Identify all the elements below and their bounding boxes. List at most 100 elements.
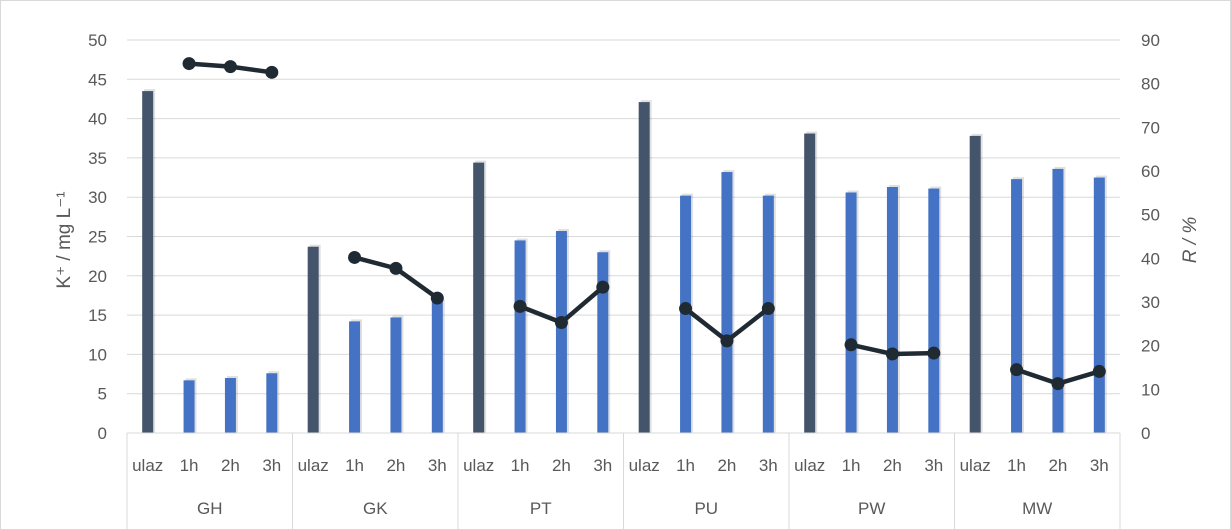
x-subcategory-label: 1h xyxy=(511,456,530,475)
line-point-gk xyxy=(389,261,403,275)
line-point-pw xyxy=(927,346,941,360)
y-right-tick-label: 10 xyxy=(1141,380,1160,399)
y-left-tick-label: 10 xyxy=(88,345,107,364)
bar-pu-ulaz xyxy=(638,102,650,434)
x-subcategory-label: 1h xyxy=(842,456,861,475)
y-axis-left-title: K⁺ / mg L⁻¹ xyxy=(54,191,75,288)
bar-pw-ulaz xyxy=(804,133,816,433)
bar-gk-1h xyxy=(349,321,361,433)
line-point-mw xyxy=(1092,364,1106,378)
line-point-gk xyxy=(430,291,444,305)
bar-mw-1h xyxy=(1011,179,1023,433)
bar-mw-2h xyxy=(1052,168,1064,434)
y-right-tick-label: 60 xyxy=(1141,162,1160,181)
bar-gk-ulaz xyxy=(307,246,319,433)
y-left-tick-label: 50 xyxy=(88,31,107,50)
line-point-mw xyxy=(1051,377,1065,391)
x-group-label: PW xyxy=(858,499,885,518)
y-left-tick-label: 0 xyxy=(98,424,107,443)
x-subcategory-label: ulaz xyxy=(463,456,494,475)
x-subcategory-label: 3h xyxy=(924,456,943,475)
y-axis-left-ticks: 0 5 10 15 20 25 30 35 40 45 50 xyxy=(88,31,107,443)
y-left-tick-label: 5 xyxy=(98,385,107,404)
bar-pt-3h xyxy=(597,252,609,433)
x-subcategory-label: 3h xyxy=(1090,456,1109,475)
bar-pu-2h xyxy=(721,172,733,433)
y-left-tick-label: 20 xyxy=(88,267,107,286)
line-point-pt xyxy=(596,280,610,294)
y-left-tick-label: 30 xyxy=(88,188,107,207)
bar-pw-3h xyxy=(928,188,940,433)
x-subcategory-label: 2h xyxy=(1048,456,1067,475)
bar-gh-3h xyxy=(266,373,278,433)
y-right-tick-label: 20 xyxy=(1141,337,1160,356)
bar-pw-2h xyxy=(886,186,898,433)
x-subcategory-label: ulaz xyxy=(298,456,329,475)
bar-gk-3h xyxy=(431,301,443,433)
x-subcategory-label: ulaz xyxy=(794,456,825,475)
x-subcategory-label: ulaz xyxy=(960,456,991,475)
y-axis-right-ticks: 0 10 20 30 40 50 60 70 80 90 xyxy=(1141,31,1160,443)
bars xyxy=(142,89,1107,434)
bar-gk-2h xyxy=(390,317,402,433)
bar-pt-1h xyxy=(514,240,526,433)
bar-mw-ulaz xyxy=(969,135,981,433)
y-right-tick-label: 90 xyxy=(1141,31,1160,50)
x-group-label: GK xyxy=(363,499,388,518)
x-subcategory-label: 3h xyxy=(262,456,281,475)
line-point-pu xyxy=(679,302,693,316)
line-point-gh xyxy=(223,60,237,74)
line-point-pw xyxy=(844,338,858,352)
bar-mw-3h xyxy=(1093,177,1105,433)
y-right-tick-label: 80 xyxy=(1141,75,1160,94)
y-right-tick-label: 70 xyxy=(1141,118,1160,137)
y-left-tick-label: 25 xyxy=(88,228,107,247)
bar-pw-1h xyxy=(845,192,857,433)
bar-gh-1h xyxy=(183,380,195,433)
x-axis: ulaz 1h 2h 3h GH ulaz 1h 2h 3h GK ulaz 1h 2h 3h PT ulaz… xyxy=(126,432,1121,530)
bar-pt-ulaz xyxy=(473,162,485,433)
x-subcategory-label: 2h xyxy=(386,456,405,475)
y-left-tick-label: 35 xyxy=(88,149,107,168)
y-left-tick-label: 40 xyxy=(88,110,107,129)
x-group-label: MW xyxy=(1022,499,1052,518)
line-point-pt xyxy=(554,316,568,330)
x-group-label: PU xyxy=(694,499,718,518)
x-group-label: PT xyxy=(530,499,552,518)
x-subcategory-label: 2h xyxy=(717,456,736,475)
x-subcategory-label: 1h xyxy=(345,456,364,475)
x-subcategory-label: 1h xyxy=(676,456,695,475)
y-right-tick-label: 0 xyxy=(1141,424,1150,443)
x-subcategory-label: 2h xyxy=(883,456,902,475)
x-subcategory-label: 3h xyxy=(759,456,778,475)
x-subcategory-label: 2h xyxy=(221,456,240,475)
bar-pt-2h xyxy=(555,230,567,433)
y-left-tick-label: 15 xyxy=(88,306,107,325)
line-point-gh xyxy=(182,57,196,71)
line-point-pu xyxy=(720,334,734,348)
x-subcategory-label: 1h xyxy=(180,456,199,475)
gridlines xyxy=(127,39,1120,434)
line-point-gk xyxy=(348,250,362,264)
x-subcategory-label: 2h xyxy=(552,456,571,475)
x-subcategory-label: 1h xyxy=(1007,456,1026,475)
line-series xyxy=(182,57,1106,391)
x-group-label: GH xyxy=(197,499,223,518)
x-subcategory-label: ulaz xyxy=(629,456,660,475)
bar-gh-2h xyxy=(224,377,236,433)
x-subcategory-label: 3h xyxy=(428,456,447,475)
line-point-pw xyxy=(885,347,899,361)
y-right-tick-label: 50 xyxy=(1141,206,1160,225)
bar-gh-ulaz xyxy=(142,91,154,433)
line-point-pu xyxy=(761,302,775,316)
x-subcategory-label: ulaz xyxy=(132,456,163,475)
y-left-tick-label: 45 xyxy=(88,70,107,89)
y-right-tick-label: 30 xyxy=(1141,293,1160,312)
x-subcategory-label: 3h xyxy=(593,456,612,475)
line-point-gh xyxy=(265,65,279,79)
line-point-mw xyxy=(1010,363,1024,377)
line-point-pt xyxy=(513,299,527,313)
